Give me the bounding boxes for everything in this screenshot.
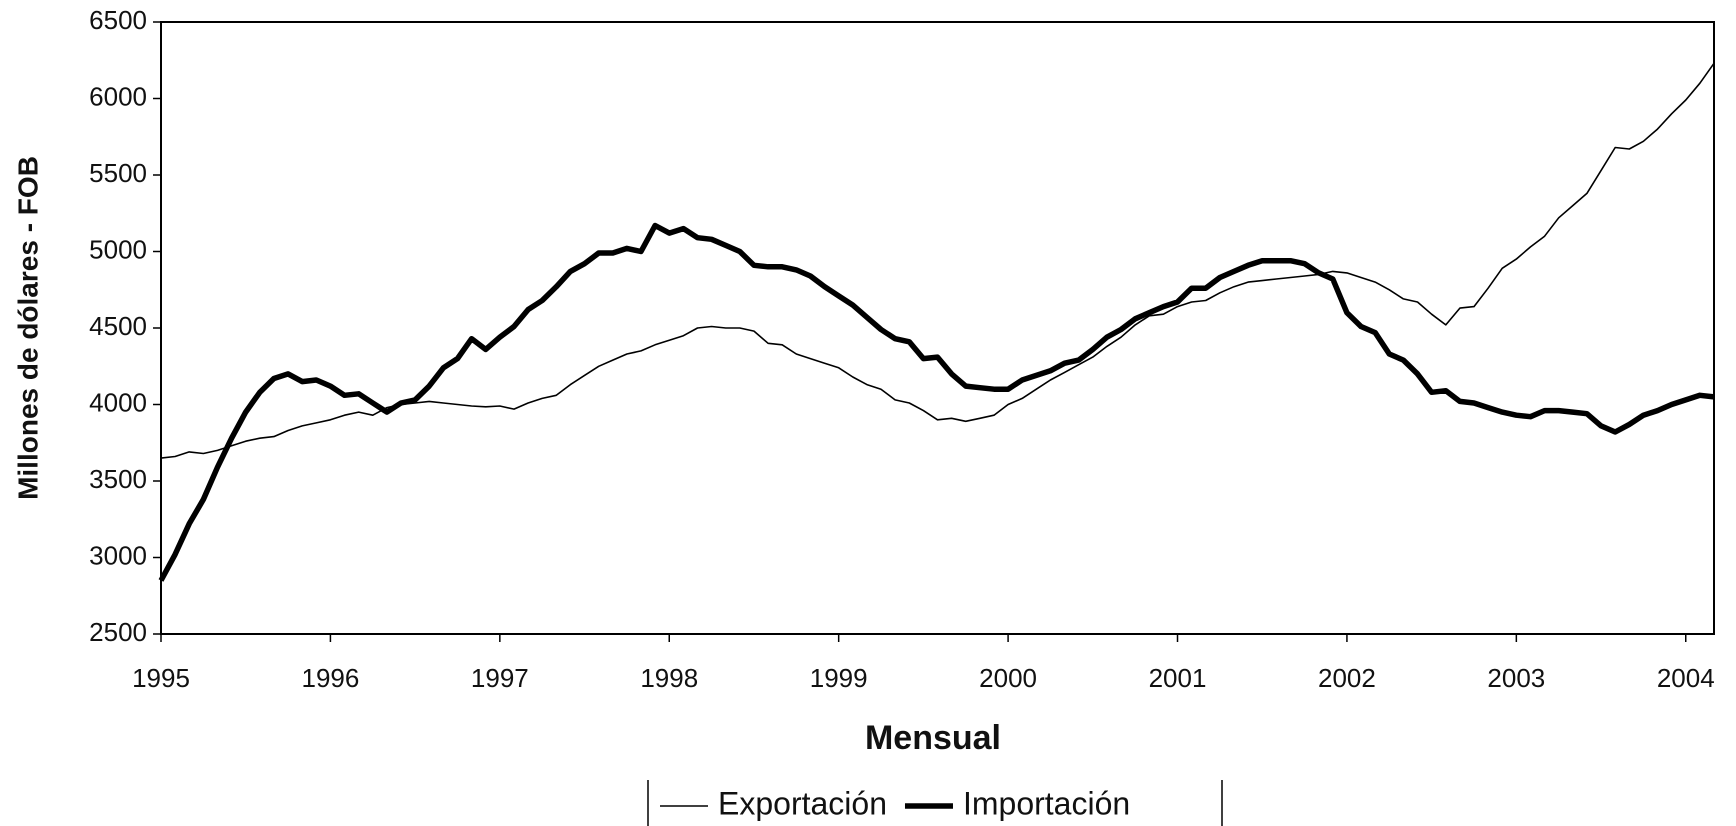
y-tick-label: 4500 bbox=[89, 311, 147, 341]
legend-label: Importación bbox=[963, 785, 1130, 821]
x-tick-label: 2001 bbox=[1149, 663, 1207, 693]
y-tick-label: 3000 bbox=[89, 540, 147, 570]
y-tick-label: 6500 bbox=[89, 5, 147, 35]
y-axis-title: Millones de dólares - FOB bbox=[12, 156, 43, 500]
y-tick-label: 4000 bbox=[89, 387, 147, 417]
y-tick-label: 3500 bbox=[89, 464, 147, 494]
x-tick-label: 2002 bbox=[1318, 663, 1376, 693]
plot-frame bbox=[160, 21, 1715, 635]
x-tick-label: 1998 bbox=[640, 663, 698, 693]
x-tick-label: 1997 bbox=[471, 663, 529, 693]
series-line bbox=[158, 222, 1715, 582]
y-tick-label: 5000 bbox=[89, 234, 147, 264]
y-tick-label: 2500 bbox=[89, 617, 147, 647]
x-tick-label: 1996 bbox=[301, 663, 359, 693]
series-line bbox=[160, 62, 1715, 459]
y-tick-label: 6000 bbox=[89, 81, 147, 111]
x-tick-label: 2004 bbox=[1657, 663, 1715, 693]
x-tick-label: 2003 bbox=[1487, 663, 1545, 693]
x-tick-label: 1995 bbox=[132, 663, 190, 693]
x-tick-label: 1999 bbox=[810, 663, 868, 693]
y-tick-label: 5500 bbox=[89, 158, 147, 188]
x-tick-label: 2000 bbox=[979, 663, 1037, 693]
x-axis-title: Mensual bbox=[865, 719, 1001, 757]
legend-label: Exportación bbox=[718, 785, 887, 821]
